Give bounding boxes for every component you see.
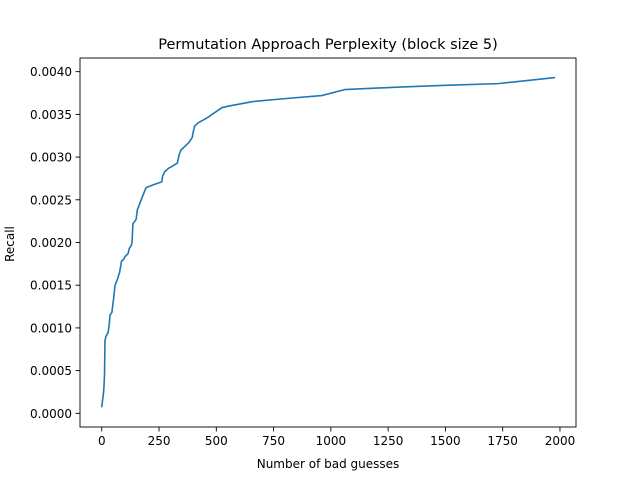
x-tick-label: 2000 <box>545 434 576 448</box>
y-tick-label: 0.0000 <box>30 407 72 421</box>
y-axis: 0.0000 0.0005 0.0010 0.0015 0.0020 0.0025 0.00… <box>30 65 80 421</box>
y-tick-label: 0.0015 <box>30 279 72 293</box>
x-tick-label: 1750 <box>487 434 518 448</box>
y-tick-label: 0.0025 <box>30 193 72 207</box>
y-tick-label: 0.0030 <box>30 151 72 165</box>
x-axis: 0 250 500 750 1000 1250 1500 1750 2000 <box>98 427 575 448</box>
y-tick-label: 0.0005 <box>30 364 72 378</box>
x-tick-label: 250 <box>148 434 171 448</box>
y-tick-label: 0.0010 <box>30 321 72 335</box>
y-tick-label: 0.0020 <box>30 236 72 250</box>
x-tick-label: 1250 <box>373 434 404 448</box>
x-tick-label: 0 <box>98 434 106 448</box>
x-tick-label: 500 <box>205 434 228 448</box>
x-axis-label: Number of bad guesses <box>257 457 400 471</box>
y-tick-label: 0.0040 <box>30 65 72 79</box>
plot-frame <box>79 57 577 428</box>
y-tick-label: 0.0035 <box>30 108 72 122</box>
x-tick-label: 1000 <box>316 434 347 448</box>
y-axis-label: Recall <box>3 226 17 262</box>
x-tick-label: 1500 <box>430 434 461 448</box>
x-tick-label: 750 <box>262 434 285 448</box>
series-line-0 <box>100 76 556 408</box>
chart-title: Permutation Approach Perplexity (block s… <box>158 37 497 53</box>
plot-area <box>79 57 577 428</box>
